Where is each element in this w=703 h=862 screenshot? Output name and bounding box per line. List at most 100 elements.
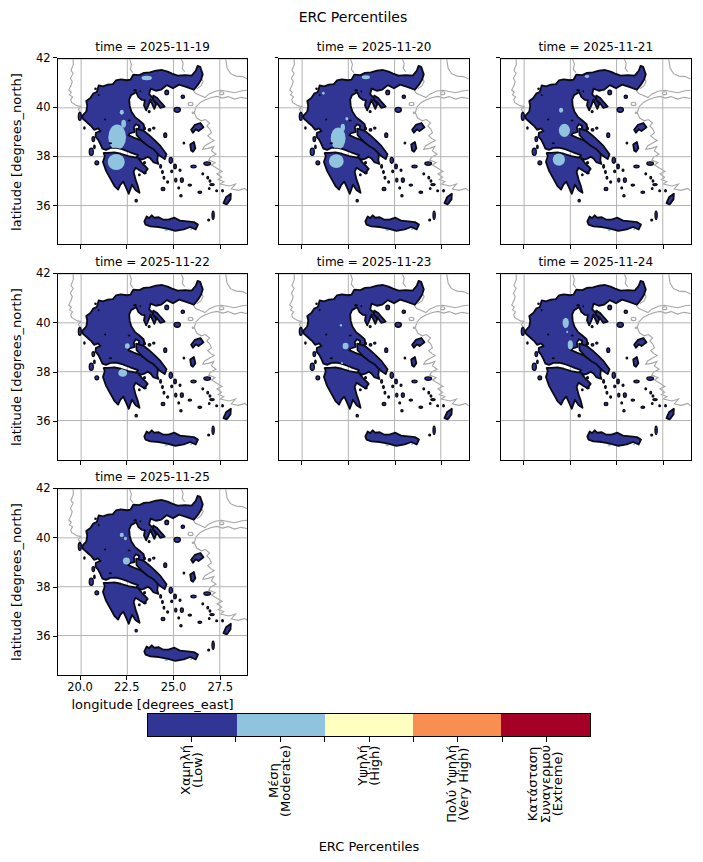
subplot-2 xyxy=(278,58,470,246)
colorbar-category-label: Χαμηλή (Low) xyxy=(179,745,204,795)
subplot-title: time = 2025-11-20 xyxy=(317,40,432,54)
x-tick xyxy=(80,461,81,465)
colorbar-boundary-tick xyxy=(235,737,236,741)
greece-map xyxy=(279,274,469,460)
y-tick-label: 42 xyxy=(15,51,51,65)
y-tick xyxy=(53,537,57,538)
greece-map xyxy=(501,274,691,460)
x-tick xyxy=(616,245,617,249)
subplot-title: time = 2025-11-19 xyxy=(95,40,210,54)
colorbar-category-label: Μέση (Moderate) xyxy=(268,745,293,817)
y-axis-label: latitude [degrees_north] xyxy=(8,288,23,446)
y-tick xyxy=(53,372,57,373)
greece-map xyxy=(279,59,469,245)
y-tick xyxy=(496,372,500,373)
y-tick xyxy=(53,107,57,108)
y-tick xyxy=(53,587,57,588)
x-tick xyxy=(126,461,127,465)
x-tick-label: 25.0 xyxy=(161,680,187,694)
subplot-6 xyxy=(500,273,692,461)
colorbar-boundary-tick xyxy=(413,737,414,741)
y-axis-label: latitude [degrees_north] xyxy=(8,73,23,231)
greece-map xyxy=(58,274,248,460)
x-tick xyxy=(523,461,524,465)
y-tick xyxy=(275,372,279,373)
y-axis-label: latitude [degrees_north] xyxy=(8,503,23,661)
greece-map xyxy=(501,59,691,245)
figure-title: ERC Percentiles xyxy=(299,9,407,25)
y-tick xyxy=(496,205,500,206)
subplot-title: time = 2025-11-23 xyxy=(317,255,432,269)
y-tick xyxy=(53,57,57,58)
y-tick xyxy=(275,156,279,157)
y-tick xyxy=(53,421,57,422)
y-tick xyxy=(275,107,279,108)
y-tick xyxy=(275,273,279,274)
x-tick-label: 27.5 xyxy=(207,680,233,694)
x-tick xyxy=(395,461,396,465)
subplot-title: time = 2025-11-21 xyxy=(539,40,654,54)
x-tick xyxy=(616,461,617,465)
x-axis-label: longitude [degrees_east] xyxy=(71,696,233,711)
colorbar-category-label: Πολύ Υψηλή (Very High) xyxy=(445,745,470,823)
y-tick xyxy=(53,488,57,489)
y-tick xyxy=(53,273,57,274)
x-tick-label: 22.5 xyxy=(114,680,140,694)
colorbar-bar xyxy=(147,713,590,737)
x-tick xyxy=(173,461,174,465)
colorbar-tick xyxy=(457,737,458,741)
colorbar-tick xyxy=(191,737,192,741)
y-tick xyxy=(275,205,279,206)
y-tick xyxy=(496,107,500,108)
colorbar-boundary-tick xyxy=(324,737,325,741)
y-tick xyxy=(496,273,500,274)
y-tick-label: 42 xyxy=(15,481,51,495)
y-tick xyxy=(275,322,279,323)
subplot-title: time = 2025-11-24 xyxy=(539,255,654,269)
x-tick xyxy=(126,245,127,249)
x-tick xyxy=(220,461,221,465)
x-tick xyxy=(441,245,442,249)
subplot-title: time = 2025-11-22 xyxy=(95,255,210,269)
y-tick xyxy=(496,57,500,58)
x-tick xyxy=(348,245,349,249)
figure: ERC Percentiles time = 2025-11-194240383… xyxy=(0,0,703,862)
y-tick xyxy=(496,156,500,157)
x-tick xyxy=(395,245,396,249)
subplot-5 xyxy=(278,273,470,461)
greece-map xyxy=(58,489,248,675)
colorbar-category-label: Υψηλή (High) xyxy=(357,745,382,786)
colorbar-tick xyxy=(546,737,547,741)
x-tick xyxy=(663,245,664,249)
x-tick xyxy=(301,245,302,249)
colorbar-tick xyxy=(280,737,281,741)
colorbar-segment-2 xyxy=(237,714,325,736)
y-tick xyxy=(496,421,500,422)
x-tick-label: 20.0 xyxy=(67,680,93,694)
x-tick xyxy=(523,245,524,249)
colorbar-tick xyxy=(369,737,370,741)
colorbar-segment-3 xyxy=(325,714,413,736)
subplot-1 xyxy=(57,58,249,246)
subplot-4 xyxy=(57,273,249,461)
colorbar-boundary-tick xyxy=(502,737,503,741)
x-tick xyxy=(663,461,664,465)
subplot-title: time = 2025-11-25 xyxy=(95,470,210,484)
greece-map xyxy=(58,59,248,245)
subplot-3 xyxy=(500,58,692,246)
colorbar-category-label: Κατάσταση Συναγερμού (Extreme) xyxy=(528,745,566,823)
y-tick xyxy=(53,205,57,206)
y-tick xyxy=(275,57,279,58)
x-tick xyxy=(441,461,442,465)
colorbar-segment-5 xyxy=(501,714,589,736)
x-tick xyxy=(570,245,571,249)
x-tick xyxy=(220,245,221,249)
colorbar-title: ERC Percentiles xyxy=(319,838,420,853)
y-tick xyxy=(53,156,57,157)
colorbar-segment-1 xyxy=(148,714,236,736)
x-tick xyxy=(80,245,81,249)
y-tick-label: 42 xyxy=(15,266,51,280)
y-tick xyxy=(53,322,57,323)
x-tick xyxy=(301,461,302,465)
x-tick xyxy=(173,245,174,249)
